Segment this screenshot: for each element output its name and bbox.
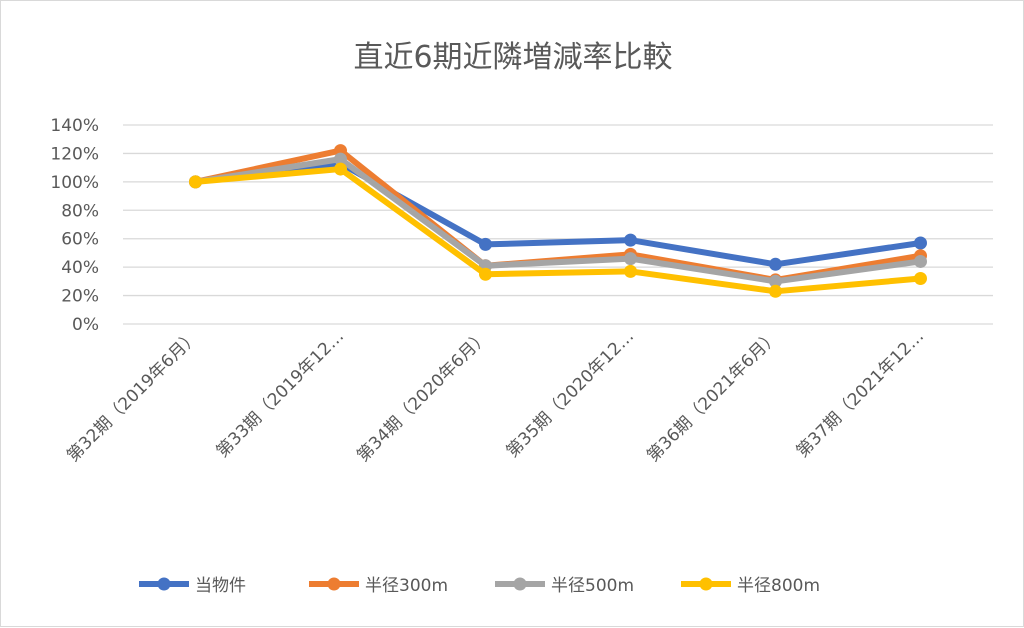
x-tick-label: 第36期（2021年6月） <box>643 326 783 466</box>
legend-item: 半径800m <box>681 576 820 596</box>
data-point <box>479 267 492 281</box>
series-3 <box>189 162 927 298</box>
x-tick-label: 第34期（2020年6月） <box>353 326 493 466</box>
y-tick-label: 140% <box>50 116 99 136</box>
legend-marker <box>327 577 341 591</box>
data-point <box>334 162 347 176</box>
y-tick-label: 100% <box>50 173 99 193</box>
data-point <box>914 254 927 268</box>
x-tick-label: 第32期（2019年6月） <box>63 326 203 466</box>
x-tick-label: 第33期（2019年12… <box>213 326 348 461</box>
x-tick-label: 第35期（2020年12… <box>503 326 638 461</box>
x-tick-label: 第37期（2021年12… <box>793 326 928 461</box>
y-tick-label: 20% <box>61 287 99 307</box>
y-tick-label: 80% <box>61 201 99 221</box>
data-point <box>769 274 782 288</box>
data-point <box>624 252 637 266</box>
legend-marker <box>699 577 713 591</box>
y-tick-label: 0% <box>72 315 99 335</box>
y-tick-label: 40% <box>61 258 99 278</box>
data-point <box>624 264 637 278</box>
legend-marker <box>157 577 171 591</box>
legend-item: 半径300m <box>309 576 448 596</box>
data-point <box>479 237 492 251</box>
series-line <box>195 160 921 268</box>
series-line <box>195 166 921 295</box>
legend-label: 当物件 <box>195 576 246 596</box>
y-tick-label: 60% <box>61 230 99 250</box>
y-tick-label: 120% <box>50 144 99 164</box>
data-point <box>189 175 202 189</box>
data-point <box>769 257 782 271</box>
chart-title: 直近6期近隣増減率比較 <box>353 40 672 75</box>
legend-item: 当物件 <box>139 576 246 596</box>
legend-label: 半径300m <box>365 576 448 596</box>
legend-label: 半径500m <box>551 576 634 596</box>
data-point <box>334 152 347 166</box>
series-line <box>195 156 921 285</box>
data-point <box>914 272 927 286</box>
data-point <box>769 284 782 298</box>
legend-marker <box>513 577 527 591</box>
data-point <box>914 236 927 250</box>
legend-item: 半径500m <box>495 576 634 596</box>
legend-label: 半径800m <box>737 576 820 596</box>
data-point <box>624 233 637 247</box>
